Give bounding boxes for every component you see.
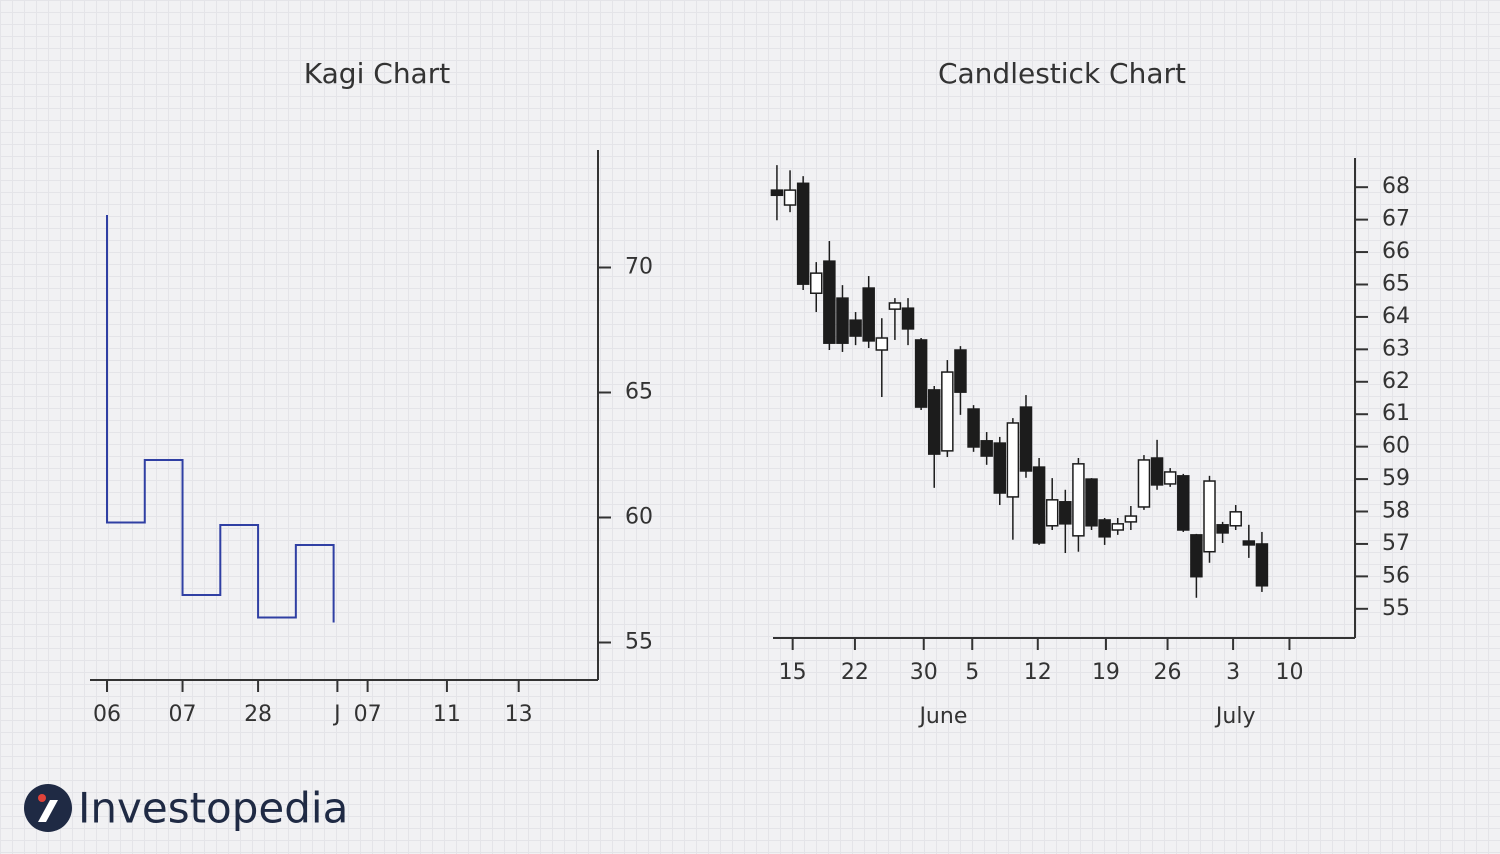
candle-body — [1150, 457, 1164, 486]
y-tick-label: 68 — [1382, 174, 1410, 199]
x-tick-label: J — [332, 702, 341, 727]
y-tick-label: 59 — [1382, 466, 1410, 491]
candle-body — [954, 349, 967, 393]
candle-body — [1045, 499, 1059, 527]
x-tick-label: 3 — [1226, 660, 1240, 685]
candle-body — [1255, 543, 1269, 587]
candle-body — [770, 189, 784, 197]
x-tick-label: 06 — [93, 702, 121, 727]
candle-body — [941, 371, 954, 452]
y-tick-label: 60 — [1382, 434, 1410, 459]
candle-body — [980, 440, 993, 457]
x-tick-label: 07 — [169, 702, 197, 727]
y-tick-label: 62 — [1382, 369, 1410, 394]
x-tick-label: 11 — [433, 702, 461, 727]
x-tick-label: 10 — [1275, 660, 1303, 685]
x-tick-label: 22 — [841, 660, 869, 685]
candle-body — [1137, 459, 1151, 508]
y-tick-label: 57 — [1382, 531, 1410, 556]
x-tick-label: 15 — [779, 660, 807, 685]
candle-body — [927, 389, 941, 455]
candle-body — [1006, 422, 1020, 498]
candle-body — [1229, 511, 1242, 527]
candle-body — [1085, 478, 1098, 527]
x-tick-label: 26 — [1154, 660, 1182, 685]
month-label: July — [1214, 704, 1256, 729]
y-tick-label: 66 — [1382, 239, 1410, 264]
x-tick-label: 5 — [965, 660, 979, 685]
y-tick-label: 56 — [1382, 563, 1410, 588]
brand-name: Investopedia — [78, 784, 348, 833]
x-tick-label: 13 — [505, 702, 533, 727]
logo: Investopedia — [24, 784, 348, 833]
month-label: June — [917, 704, 967, 729]
y-tick-label: 55 — [1382, 596, 1410, 621]
candle-body — [823, 260, 836, 344]
logo-stroke — [38, 800, 58, 822]
chart-title: Candlestick Chart — [938, 57, 1186, 90]
candle-body — [1059, 501, 1072, 525]
candle-body — [1177, 475, 1190, 531]
y-tick-label: 60 — [625, 505, 653, 530]
candle-body — [810, 272, 823, 294]
y-tick-label: 55 — [625, 630, 653, 655]
y-tick-label: 58 — [1382, 499, 1410, 524]
logo-dot — [38, 794, 46, 802]
candle-body — [862, 287, 875, 342]
x-tick-label: 07 — [354, 702, 382, 727]
x-tick-label: 28 — [244, 702, 272, 727]
candle-body — [1098, 519, 1111, 538]
candle-body — [1216, 524, 1229, 534]
x-tick-label: 19 — [1092, 660, 1120, 685]
candle-body — [875, 337, 889, 351]
y-tick-label: 61 — [1382, 401, 1410, 426]
candle-body — [1242, 540, 1256, 546]
x-tick-label: 30 — [910, 660, 938, 685]
y-tick-label: 64 — [1382, 304, 1410, 329]
x-tick-label: 12 — [1024, 660, 1052, 685]
candle-body — [1190, 534, 1203, 578]
candle-body — [849, 319, 862, 337]
candle-body — [888, 302, 902, 310]
candle-body — [1163, 471, 1177, 485]
candle-body — [796, 182, 810, 285]
candle-body — [1072, 463, 1085, 537]
candle-body — [1203, 480, 1216, 553]
chart-title: Kagi Chart — [304, 57, 450, 90]
kagi-line — [105, 215, 335, 623]
candle-body — [783, 189, 797, 206]
y-tick-label: 65 — [625, 380, 653, 405]
candle-body — [1019, 406, 1033, 472]
y-tick-label: 65 — [1382, 271, 1410, 296]
candle-body — [914, 339, 928, 408]
candle-body — [1124, 515, 1138, 523]
candle-body — [993, 442, 1007, 494]
candle-body — [836, 297, 849, 344]
candle-body — [1032, 466, 1046, 544]
candle-body — [1111, 523, 1124, 531]
y-tick-label: 63 — [1382, 336, 1410, 361]
y-tick-label: 70 — [625, 255, 653, 280]
candle-body — [967, 408, 980, 448]
y-tick-label: 67 — [1382, 207, 1410, 232]
candle-body — [901, 307, 915, 330]
